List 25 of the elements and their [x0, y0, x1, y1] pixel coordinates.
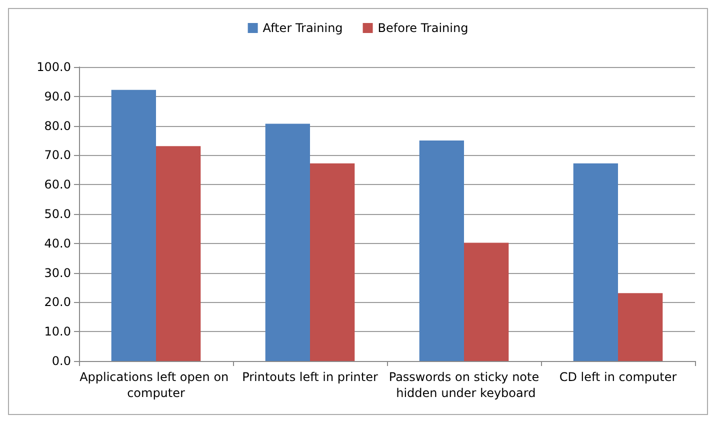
x-tick-label: Printouts left in printer — [242, 370, 378, 384]
bar — [310, 163, 355, 361]
y-tick-label: 0.0 — [52, 354, 71, 368]
bar — [111, 90, 156, 361]
x-tick-label: Applications left open on computer — [80, 370, 232, 400]
y-tick-label: 90.0 — [44, 89, 71, 104]
y-tick-label: 80.0 — [44, 118, 71, 133]
bar — [265, 124, 310, 361]
y-tick-label: 70.0 — [44, 148, 71, 162]
bar — [464, 242, 509, 361]
bar — [419, 140, 464, 361]
bar — [573, 163, 618, 361]
y-tick-label: 20.0 — [44, 295, 71, 310]
bar — [156, 146, 201, 361]
legend-label: Before Training — [378, 21, 468, 35]
y-tick-label: 30.0 — [44, 266, 71, 280]
y-tick-label: 40.0 — [44, 236, 71, 250]
y-tick-label: 50.0 — [44, 207, 71, 221]
x-tick-label: Passwords on sticky note hidden under keyboard — [388, 370, 540, 400]
y-tick-label: 100.0 — [36, 60, 71, 74]
legend-label: After Training — [262, 21, 343, 35]
x-tick-label: CD left in computer — [559, 370, 677, 384]
y-tick-label: 10.0 — [44, 324, 71, 339]
bar — [618, 293, 663, 361]
y-tick-label: 60.0 — [44, 178, 71, 192]
